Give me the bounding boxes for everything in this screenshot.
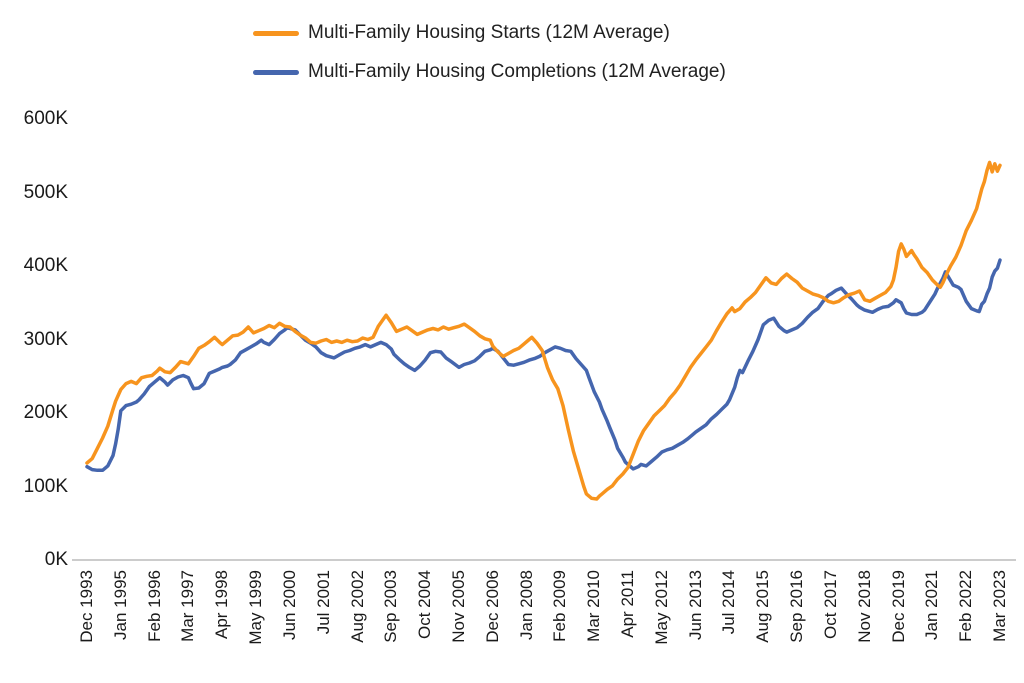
x-axis-tick-label: Apr 1998	[212, 570, 232, 639]
y-axis-tick-label: 600K	[23, 108, 68, 129]
x-axis-tick-label: Jan 2021	[922, 570, 942, 640]
x-axis-tick-label: Jan 2008	[516, 570, 536, 640]
y-axis-tick-label: 400K	[23, 255, 68, 276]
x-axis-tick-label: Oct 2017	[820, 570, 840, 639]
x-axis-tick-label: Aug 2002	[347, 570, 367, 643]
legend-label-completions: Multi-Family Housing Completions (12M Av…	[308, 61, 726, 82]
x-axis-tick-label: Jun 2013	[685, 570, 705, 640]
x-axis-tick-label: Feb 2009	[550, 570, 570, 642]
x-axis-tick-label: Dec 2006	[482, 570, 502, 643]
x-axis-tick-label: Mar 1997	[178, 570, 198, 642]
y-axis-tick-label: 100K	[23, 475, 68, 497]
x-axis-tick-label: Jul 2001	[313, 570, 333, 635]
x-axis-tick-label: Dec 1993	[77, 570, 96, 643]
y-axis-tick-label: 500K	[23, 181, 68, 203]
legend: Multi-Family Housing Starts (12M Average…	[253, 20, 726, 98]
x-axis-tick-label: Dec 2019	[888, 570, 908, 643]
x-axis-tick-label: Mar 2010	[584, 570, 604, 642]
x-axis-tick-label: Feb 2022	[956, 570, 976, 642]
x-axis-tick-label: Nov 2018	[854, 570, 874, 643]
y-axis-tick-label: 0K	[44, 549, 68, 570]
x-axis-tick-label: Jul 2014	[719, 570, 739, 635]
x-axis-tick-label: Aug 2015	[753, 570, 773, 643]
x-axis-tick-label: Sep 2003	[381, 570, 401, 643]
x-axis-tick-label: Jan 1995	[110, 570, 130, 640]
legend-swatch-starts-icon	[253, 30, 299, 36]
legend-entry-starts: Multi-Family Housing Starts (12M Average…	[253, 20, 726, 46]
legend-label-starts: Multi-Family Housing Starts (12M Average…	[308, 22, 670, 43]
y-axis-tick-label: 300K	[23, 328, 68, 350]
legend-entry-completions: Multi-Family Housing Completions (12M Av…	[253, 59, 726, 85]
series-line-completions	[85, 258, 1002, 473]
x-axis-tick-label: Mar 2023	[990, 570, 1009, 642]
x-axis-tick-label: Oct 2004	[415, 570, 435, 639]
x-axis-tick-label: Feb 1996	[144, 570, 164, 642]
x-axis-tick-label: Apr 2011	[618, 570, 638, 638]
y-axis-tick-label: 200K	[23, 402, 68, 423]
series-line-starts	[85, 160, 1002, 501]
x-axis-tick-label: Nov 2005	[448, 570, 468, 643]
x-axis-tick-label: May 1999	[246, 570, 266, 645]
legend-swatch-completions-icon	[253, 69, 299, 75]
x-axis-tick-label: Sep 2016	[787, 570, 807, 643]
x-axis-tick-label: May 2012	[651, 570, 671, 645]
x-axis-tick-label: Jun 2000	[279, 570, 299, 640]
